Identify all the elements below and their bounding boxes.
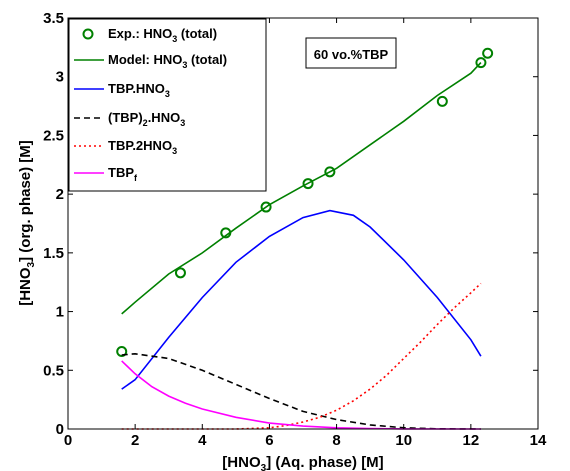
data-point — [324, 166, 336, 178]
legend-entry: TBP.HNO3 — [74, 81, 170, 99]
legend-entry: TBPf — [74, 165, 138, 183]
series-4-line — [121, 282, 482, 430]
x-tick-label: 10 — [395, 432, 412, 449]
x-axis-label: [HNO3] (Aq. phase) [M] — [222, 454, 383, 471]
data-point — [475, 57, 487, 69]
series-3-line — [121, 352, 481, 430]
legend-entries: Exp.: HNO3 (total) Model: HNO3 (total) TBP… — [74, 26, 227, 183]
y-tick-label: 3.5 — [43, 10, 64, 27]
x-tick-label: 6 — [265, 432, 273, 449]
legend-entry: TBP.2HNO3 — [74, 138, 177, 156]
x-tick-label: 14 — [530, 432, 547, 449]
y-tick-label: 3 — [56, 69, 64, 86]
x-tick-label: 4 — [198, 432, 207, 449]
legend-entry: Model: HNO3 (total) — [74, 52, 227, 70]
series-1-line — [121, 62, 482, 315]
axes-layer: 0 2 4 6 8 10 12 14 0 0.5 1 1.5 2 2.5 3 3.5 — [43, 10, 547, 449]
y-tick-label: 0.5 — [43, 362, 64, 379]
legend-label: Model: HNO3 (total) — [108, 52, 227, 70]
legend-entry: Exp.: HNO3 (total) — [82, 26, 217, 44]
axes-frame — [67, 17, 539, 430]
data-point — [260, 201, 272, 213]
annotation-box: 60 vo.%TBP — [305, 37, 397, 69]
x-tick-label: 8 — [332, 432, 340, 449]
y-tick-label: 2 — [56, 186, 64, 203]
y-axis-label: [HNO3] (org. phase) [M] — [17, 140, 37, 306]
legend-label: TBP.HNO3 — [108, 81, 170, 99]
legend-label: Exp.: HNO3 (total) — [108, 26, 217, 44]
legend-marker — [82, 28, 94, 40]
x-tick-label: 2 — [131, 432, 139, 449]
data-point — [302, 178, 314, 190]
legend-entry: (TBP)2.HNO3 — [74, 110, 185, 128]
annotation-text: 60 vo.%TBP — [314, 47, 389, 62]
data-point — [482, 47, 494, 59]
data-point — [436, 95, 448, 107]
x-tick-label: 12 — [463, 432, 480, 449]
series-2-line — [121, 209, 482, 390]
data-point — [116, 345, 128, 357]
x-tick-label: 0 — [64, 432, 72, 449]
y-tick-label: 1 — [56, 304, 64, 321]
legend-label: TBPf — [108, 165, 138, 183]
legend: Exp.: HNO3 (total) Model: HNO3 (total) TBP… — [68, 18, 267, 192]
legend-label: TBP.2HNO3 — [108, 138, 177, 156]
series-layer — [116, 47, 494, 430]
y-tick-label: 1.5 — [43, 245, 64, 262]
data-point — [174, 267, 186, 279]
y-tick-label: 0 — [56, 421, 64, 438]
y-tick-label: 2.5 — [43, 127, 64, 144]
legend-label: (TBP)2.HNO3 — [108, 110, 185, 128]
